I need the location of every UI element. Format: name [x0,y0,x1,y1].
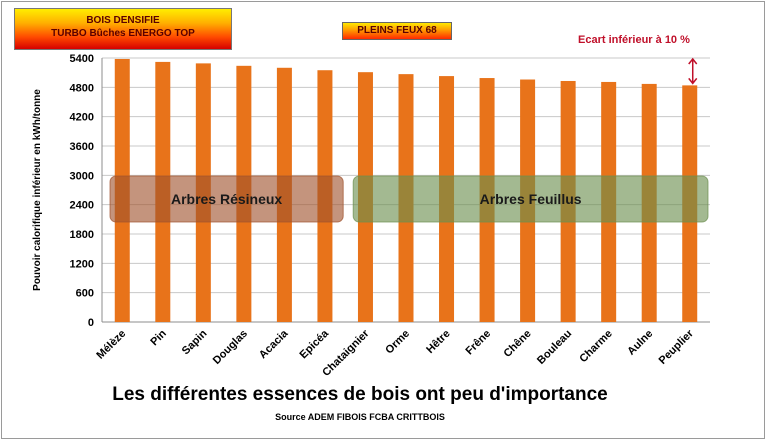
x-tick-label: Frêne [464,328,494,358]
y-tick-label: 600 [76,288,94,300]
difference-arrow-head-down [688,77,698,85]
y-tick-label: 0 [88,317,94,329]
x-tick-label: Chêne [501,328,533,360]
y-tick-label: 3600 [70,141,94,153]
y-tick-label: 1800 [70,229,94,241]
y-tick-label: 3000 [70,170,94,182]
bois-densifie-badge: BOIS DENSIFIE TURBO Bûches ENERGO TOP [14,8,232,50]
y-tick-label: 5400 [70,53,94,65]
ecart-note: Ecart inférieur à 10 % [578,34,690,46]
group-label: Arbres Résineux [171,191,282,207]
x-tick-label: Charme [577,328,614,365]
x-tick-label: Mélèze [94,328,128,362]
y-tick-label: 4800 [70,82,94,94]
chart-source: Source ADEM FIBOIS FCBA CRITTBOIS [275,412,445,422]
x-tick-label: Peuplier [657,327,697,367]
group-box [352,175,709,223]
x-tick-label: Aulne [625,328,655,358]
difference-arrow-head-up [688,57,698,65]
x-tick-label: Bouleau [535,328,574,367]
x-tick-label: Orme [383,328,412,357]
pleins-feux-badge: PLEINS FEUX 68 [342,22,452,40]
x-tick-label: Hêtre [424,328,452,356]
y-axis-label: Pouvoir calorifique inférieur en kWh/ton… [32,89,43,291]
x-tick-label: Epicéa [297,327,331,361]
group-label: Arbres Feuillus [480,191,582,207]
chart-title: Les différentes essences de bois ont peu… [112,384,608,405]
x-tick-label: Acacia [257,327,291,361]
x-tick-label: Sapin [180,327,210,357]
y-tick-label: 4200 [70,112,94,124]
x-tick-label: Pin [148,327,169,348]
y-tick-label: 2400 [70,200,94,212]
y-tick-label: 1200 [70,258,94,270]
badge-line-2: TURBO Bûches ENERGO TOP [51,28,195,39]
badge-line-1: BOIS DENSIFIE [86,15,160,26]
group-box [109,175,344,223]
x-tick-label: Douglas [211,328,250,367]
